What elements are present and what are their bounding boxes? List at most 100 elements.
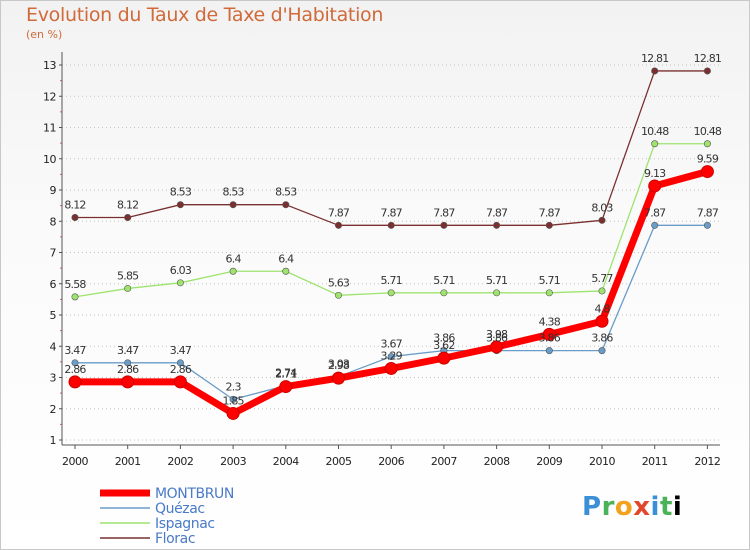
data-label: 3.29	[381, 349, 403, 362]
data-point	[384, 361, 398, 375]
y-tick-label: 3	[50, 372, 57, 385]
data-point	[542, 327, 556, 341]
data-label: 3.67	[381, 338, 403, 351]
data-point	[173, 375, 187, 389]
data-point	[176, 359, 184, 367]
data-point	[545, 289, 553, 297]
data-label: 2.86	[64, 363, 86, 376]
data-point	[598, 287, 606, 295]
data-label: 9.59	[697, 153, 719, 166]
data-point	[440, 221, 448, 229]
data-point	[700, 165, 714, 179]
data-point	[229, 201, 237, 209]
y-tick-label: 6	[50, 278, 57, 291]
data-label: 5.58	[64, 278, 86, 291]
x-tick-label: 2011	[642, 455, 668, 468]
data-label: 6.4	[278, 252, 294, 265]
data-label: 5.71	[433, 274, 454, 287]
data-point	[437, 351, 451, 365]
data-label: 5.71	[486, 274, 507, 287]
data-label: 4.8	[594, 302, 610, 315]
data-point	[598, 347, 606, 355]
data-point	[545, 347, 553, 355]
data-label: 3.86	[433, 332, 455, 345]
data-label: 2.71	[275, 368, 296, 381]
data-label: 8.12	[64, 199, 85, 212]
data-point	[282, 267, 290, 275]
x-tick-label: 2007	[431, 455, 457, 468]
x-tick-label: 2006	[378, 455, 404, 468]
legend-label: Florac	[155, 531, 195, 547]
data-point	[71, 293, 79, 301]
data-point	[176, 279, 184, 287]
data-point	[71, 214, 79, 222]
data-point	[176, 201, 184, 209]
data-label: 1.85	[222, 394, 244, 407]
data-label: 7.87	[539, 206, 561, 219]
legend-label: Quézac	[155, 501, 205, 517]
data-label: 7.87	[644, 206, 666, 219]
data-point	[387, 221, 395, 229]
data-point	[282, 201, 290, 209]
data-label: 3.86	[539, 332, 561, 345]
data-label: 2.3	[226, 380, 242, 393]
data-label: 8.53	[222, 186, 244, 199]
data-point	[68, 375, 82, 389]
data-label: 5.63	[328, 276, 350, 289]
y-tick-label: 1	[50, 434, 57, 447]
data-label: 3.98	[486, 328, 508, 341]
data-point	[595, 314, 609, 328]
data-point	[651, 221, 659, 229]
data-point	[493, 221, 501, 229]
data-label: 10.48	[694, 125, 722, 138]
data-label: 7.87	[486, 206, 508, 219]
data-point	[121, 375, 135, 389]
data-label: 3.62	[433, 339, 454, 352]
data-label: 7.87	[381, 206, 403, 219]
x-tick-label: 2002	[167, 455, 193, 468]
data-point	[124, 284, 132, 292]
chart-subtitle: (en %)	[26, 28, 63, 41]
data-label: 8.53	[275, 186, 297, 199]
data-label: 5.71	[539, 274, 560, 287]
x-tick-label: 2005	[326, 455, 352, 468]
data-point	[651, 140, 659, 148]
data-label: 6.03	[170, 264, 192, 277]
legend-label: MONTBRUN	[155, 486, 234, 502]
y-tick-label: 4	[50, 340, 57, 353]
data-label: 2.86	[117, 363, 139, 376]
data-label: 2.98	[328, 359, 350, 372]
data-label: 3.47	[170, 344, 192, 357]
data-label: 3.47	[64, 344, 86, 357]
data-label: 5.85	[117, 269, 139, 282]
data-label: 4.38	[539, 315, 561, 328]
data-point	[598, 216, 606, 224]
data-label: 7.87	[328, 206, 350, 219]
data-label: 7.87	[697, 206, 719, 219]
data-point	[124, 214, 132, 222]
data-point	[71, 359, 79, 367]
data-point	[648, 179, 662, 193]
data-label: 2.74	[275, 367, 297, 380]
data-label: 12.81	[641, 52, 669, 65]
data-point	[229, 267, 237, 275]
data-point	[490, 340, 504, 354]
data-point	[387, 289, 395, 297]
y-tick-label: 10	[43, 153, 56, 166]
data-label: 3.86	[486, 332, 508, 345]
data-point	[440, 289, 448, 297]
x-tick-label: 2010	[589, 455, 615, 468]
x-tick-label: 2009	[536, 455, 562, 468]
data-point	[651, 67, 659, 75]
x-tick-label: 2003	[220, 455, 246, 468]
data-label: 7.87	[433, 206, 455, 219]
y-tick-label: 11	[43, 122, 56, 135]
data-label: 5.77	[591, 272, 613, 285]
y-tick-label: 8	[50, 215, 57, 228]
data-label: 8.03	[591, 201, 613, 214]
data-point	[703, 67, 711, 75]
legend-label: Ispagnac	[155, 516, 215, 532]
data-label: 5.71	[381, 274, 402, 287]
chart-title: Evolution du Taux de Taxe d'Habitation	[26, 4, 384, 26]
